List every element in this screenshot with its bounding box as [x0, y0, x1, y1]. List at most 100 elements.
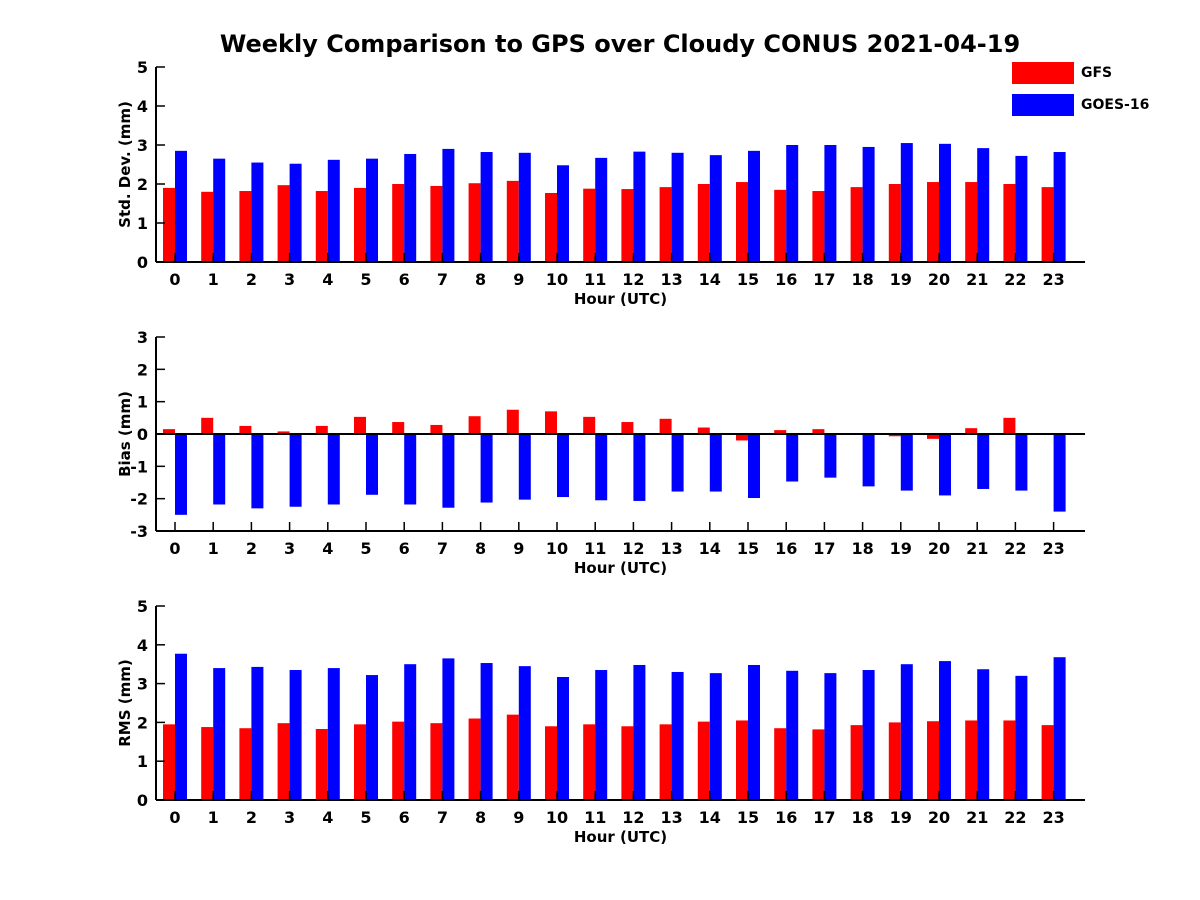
- x-tick-label: 2: [246, 270, 257, 289]
- bar-gfs-2: [239, 425, 252, 434]
- bar-gfs-22: [1003, 184, 1016, 262]
- x-tick-label: 19: [890, 808, 912, 827]
- x-tick-label: 12: [622, 808, 644, 827]
- bar-gfs-7: [430, 185, 443, 262]
- y-tick-label: 0: [137, 253, 148, 272]
- legend-item-gfs: GFS: [1012, 62, 1112, 84]
- bar-goes16-4: [327, 434, 340, 505]
- y-tick-label: 2: [137, 175, 148, 194]
- bar-goes16-1: [213, 434, 226, 505]
- bar-goes16-16: [786, 670, 799, 800]
- bar-goes16-21: [977, 148, 990, 262]
- x-tick-label: 6: [399, 270, 410, 289]
- x-tick-label: 0: [169, 270, 180, 289]
- x-tick-label: 12: [622, 539, 644, 558]
- x-tick-label: 5: [360, 808, 371, 827]
- x-tick-label: 22: [1004, 808, 1026, 827]
- x-tick-label: 22: [1004, 539, 1026, 558]
- bar-goes16-18: [862, 146, 875, 262]
- bar-gfs-21: [965, 428, 978, 434]
- bar-goes16-17: [824, 673, 837, 800]
- x-tick-label: 0: [169, 539, 180, 558]
- bar-gfs-8: [468, 718, 481, 800]
- x-tick-label: 14: [699, 808, 721, 827]
- bar-gfs-1: [201, 727, 214, 800]
- bar-goes16-9: [518, 152, 531, 262]
- x-tick-label: 4: [322, 270, 333, 289]
- bar-gfs-2: [239, 191, 252, 262]
- bar-goes16-16: [786, 434, 799, 482]
- bar-goes16-0: [175, 434, 187, 515]
- bar-goes16-10: [557, 434, 569, 498]
- bar-gfs-22: [1003, 417, 1016, 434]
- bar-goes16-20: [939, 434, 951, 496]
- bar-gfs-18: [850, 725, 863, 800]
- x-tick-label: 23: [1042, 539, 1064, 558]
- bar-gfs-3: [277, 723, 290, 800]
- x-tick-label: 16: [775, 808, 797, 827]
- bar-goes16-14: [709, 434, 722, 492]
- bar-gfs-11: [583, 416, 596, 434]
- x-tick-label: 2: [246, 539, 257, 558]
- y-tick-label: 1: [137, 752, 148, 771]
- y-tick-label: 5: [137, 58, 148, 77]
- y-tick-label: 5: [137, 597, 148, 616]
- bar-goes16-11: [595, 434, 608, 501]
- x-tick-label: 1: [208, 808, 219, 827]
- x-tick-label: 21: [966, 539, 988, 558]
- x-tick-label: 8: [475, 808, 486, 827]
- x-tick-label: 21: [966, 270, 988, 289]
- legend-item-goes16: GOES-16: [1012, 94, 1149, 116]
- bar-goes16-20: [939, 143, 951, 262]
- bar-gfs-15: [736, 434, 748, 441]
- x-axis-title: Hour (UTC): [574, 828, 667, 846]
- bar-gfs-15: [736, 720, 748, 800]
- bar-gfs-2: [239, 728, 252, 800]
- y-tick-label: 2: [137, 713, 148, 732]
- x-tick-label: 5: [360, 539, 371, 558]
- bar-gfs-10: [545, 192, 557, 262]
- bar-gfs-5: [354, 724, 366, 800]
- bar-gfs-7: [430, 424, 443, 434]
- bar-goes16-2: [251, 434, 264, 509]
- bar-gfs-17: [812, 429, 825, 434]
- x-tick-label: 11: [584, 539, 606, 558]
- bar-gfs-9: [506, 714, 519, 800]
- bar-gfs-6: [392, 422, 405, 434]
- bar-gfs-4: [315, 425, 328, 434]
- bar-gfs-6: [392, 721, 405, 800]
- bar-goes16-13: [671, 434, 684, 492]
- bar-goes16-6: [404, 664, 417, 800]
- x-tick-label: 12: [622, 270, 644, 289]
- bar-gfs-16: [774, 189, 787, 262]
- y-tick-label: 0: [137, 791, 148, 810]
- bar-goes16-6: [404, 434, 417, 505]
- y-tick-label: 3: [137, 675, 148, 694]
- x-tick-label: 23: [1042, 808, 1064, 827]
- y-tick-label: 3: [137, 136, 148, 155]
- bar-goes16-13: [671, 152, 684, 262]
- bar-goes16-5: [366, 675, 378, 800]
- x-tick-label: 16: [775, 539, 797, 558]
- bar-goes16-7: [442, 434, 455, 508]
- y-axis-title: Bias (mm): [116, 391, 134, 477]
- x-tick-label: 18: [851, 808, 873, 827]
- bar-goes16-16: [786, 145, 799, 262]
- bar-gfs-3: [277, 431, 290, 434]
- bar-gfs-3: [277, 185, 290, 262]
- x-tick-label: 9: [513, 808, 524, 827]
- bar-goes16-23: [1053, 657, 1066, 800]
- x-tick-label: 15: [737, 270, 759, 289]
- bar-goes16-5: [366, 158, 378, 262]
- x-tick-label: 20: [928, 808, 950, 827]
- x-tick-label: 11: [584, 270, 606, 289]
- x-tick-label: 3: [284, 539, 295, 558]
- bar-goes16-21: [977, 669, 990, 800]
- bar-goes16-11: [595, 670, 608, 800]
- bar-goes16-10: [557, 165, 569, 262]
- x-tick-label: 0: [169, 808, 180, 827]
- bar-gfs-22: [1003, 720, 1016, 800]
- bar-goes16-12: [633, 664, 646, 800]
- x-tick-label: 7: [437, 270, 448, 289]
- x-tick-label: 22: [1004, 270, 1026, 289]
